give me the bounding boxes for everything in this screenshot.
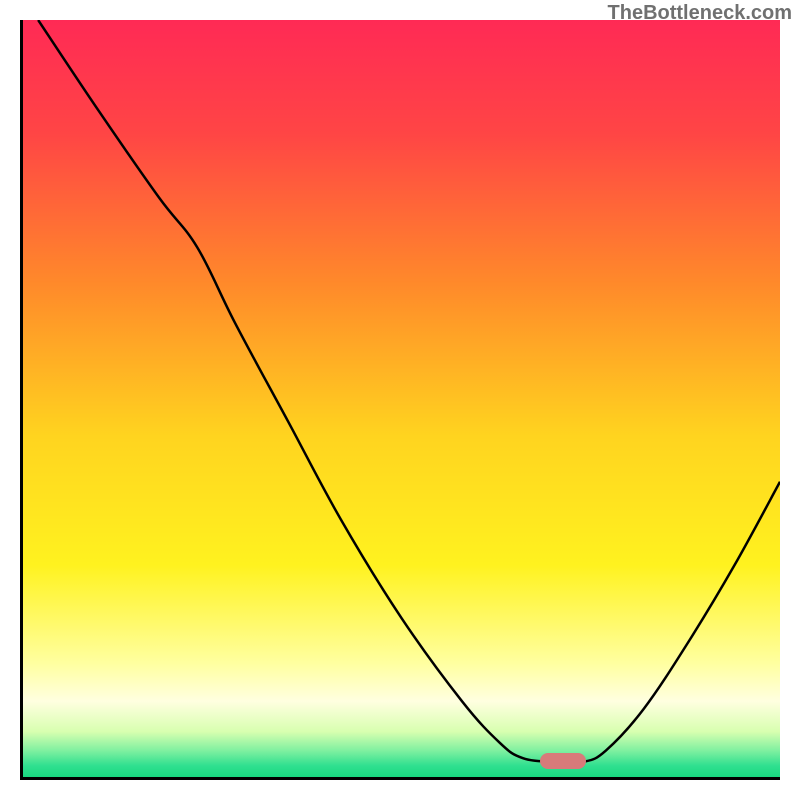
chart-curve [23,20,780,777]
chart-minimum-marker [540,753,586,769]
watermark-text: TheBottleneck.com [608,2,792,25]
chart-plot-area [20,20,780,780]
